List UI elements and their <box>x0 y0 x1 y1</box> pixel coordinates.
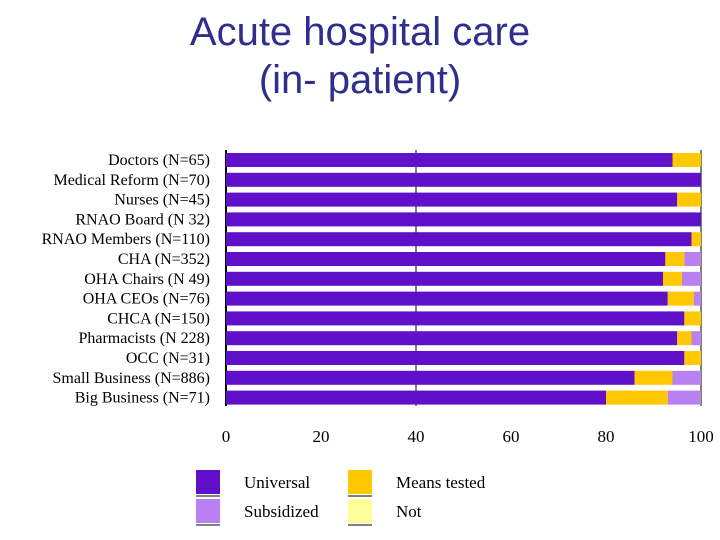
bar-segment-subsidized <box>667 390 701 405</box>
category-label: Small Business (N=886) <box>53 370 210 387</box>
category-label: Big Business (N=71) <box>75 390 210 407</box>
category-label: OHA Chairs (N 49) <box>84 271 210 288</box>
category-label: Nurses (N=45) <box>114 192 210 209</box>
bar-segment-universal <box>226 271 663 286</box>
bar-segment-means-tested <box>663 271 682 286</box>
bar-segment-means-tested <box>672 153 701 167</box>
category-label: Medical Reform (N=70) <box>53 172 210 189</box>
bar-segment-universal <box>226 390 606 405</box>
category-label: RNAO Members (N=110) <box>42 231 210 248</box>
x-tick-label: 100 <box>688 427 714 446</box>
bar-segment-subsidized <box>691 331 701 346</box>
category-label: OCC (N=31) <box>126 350 210 367</box>
bar-segment-universal <box>226 370 635 385</box>
legend-label: Subsidized <box>244 502 319 521</box>
bar-segment-subsidized <box>693 291 701 306</box>
legend-label: Not <box>396 502 422 521</box>
x-tick-label: 20 <box>313 427 330 446</box>
bar-segment-means-tested <box>691 232 701 247</box>
bar-segment-means-tested <box>677 331 692 346</box>
legend-label: Means tested <box>396 473 486 492</box>
legend-label: Universal <box>244 473 310 492</box>
chart-title-line-1: Acute hospital care <box>189 10 531 54</box>
bar-segment-universal <box>226 331 678 346</box>
bar-segment-subsidized <box>682 271 701 286</box>
x-tick-label: 40 <box>408 427 425 446</box>
bar-segment-means-tested <box>677 192 701 207</box>
bar-segment-means-tested <box>606 390 668 405</box>
bar-segment-means-tested <box>634 370 673 385</box>
bar-segment-universal <box>226 351 685 365</box>
bar-segment-universal <box>226 212 701 227</box>
legend-swatch <box>348 499 372 523</box>
category-label: CHCA (N=150) <box>107 310 210 327</box>
legend-swatch <box>348 470 372 494</box>
bar-segment-means-tested <box>684 311 701 326</box>
chart-title-line-2: (in- patient) <box>258 58 462 102</box>
category-label: RNAO Board (N 32) <box>75 211 210 228</box>
bar-segment-means-tested <box>684 351 701 365</box>
bar-segment-universal <box>226 232 692 247</box>
category-label: Doctors (N=65) <box>108 152 210 169</box>
bar-segment-universal <box>226 311 685 326</box>
bar-segment-subsidized <box>672 370 701 385</box>
bar-segment-universal <box>226 153 673 167</box>
x-tick-label: 60 <box>503 427 520 446</box>
category-label: OHA CEOs (N=76) <box>83 291 210 308</box>
chart-title: Acute hospital care (in- patient) <box>0 8 720 104</box>
bar-segment-universal <box>226 291 668 306</box>
category-label: CHA (N=352) <box>118 251 210 268</box>
x-tick-label: 0 <box>222 427 231 446</box>
category-label: Pharmacists (N 228) <box>78 330 210 347</box>
legend-swatch <box>196 470 220 494</box>
x-tick-label: 80 <box>598 427 615 446</box>
bar-segment-means-tested <box>667 291 694 306</box>
bar-segment-means-tested <box>665 252 685 266</box>
bar-segment-universal <box>226 192 678 207</box>
legend-swatch <box>196 499 220 523</box>
bar-segment-subsidized <box>684 252 701 266</box>
bar-segment-universal <box>226 252 666 266</box>
bar-segment-universal <box>226 172 701 187</box>
